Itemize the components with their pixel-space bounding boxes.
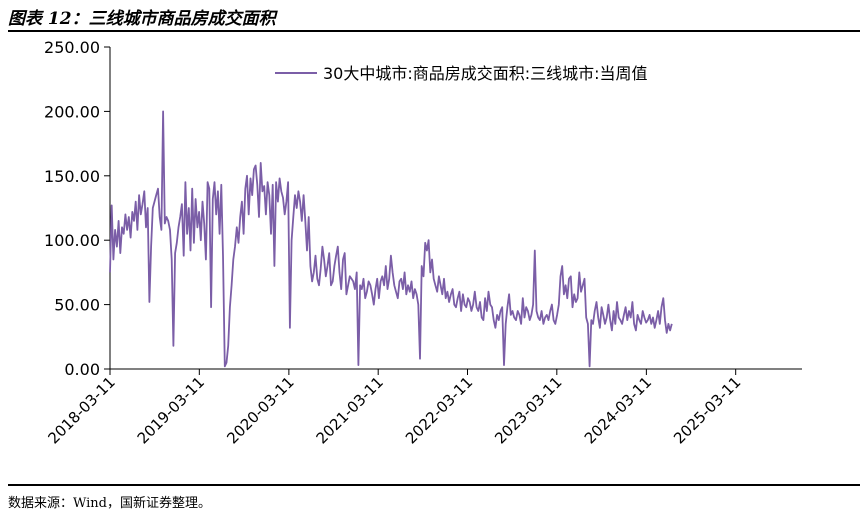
- x-tick-label: 2019-03-11: [134, 373, 208, 447]
- bottom-rule: [8, 484, 860, 486]
- y-tick-label: 0.00: [64, 360, 100, 379]
- x-tick-label: 2020-03-11: [223, 373, 297, 447]
- legend: 30大中城市:商品房成交面积:三线城市:当周值: [275, 64, 648, 83]
- x-axis: 2018-03-11 2019-03-11 2020-03-11 2021-03-11…: [44, 368, 802, 447]
- series-layer: [109, 110, 673, 368]
- series-line-0: [109, 110, 673, 368]
- x-tick-label: 2022-03-11: [402, 373, 476, 447]
- x-tick-label: 2018-03-11: [44, 373, 118, 447]
- y-axis: 0.00 50.00 100.00 150.00 200.00 250.00: [44, 38, 111, 379]
- source-note: 数据来源：Wind，国新证券整理。: [8, 496, 211, 511]
- y-tick-label: 200.00: [44, 102, 100, 121]
- top-rule: [8, 30, 860, 32]
- y-tick-label: 100.00: [44, 231, 100, 250]
- y-tick-label: 250.00: [44, 38, 100, 57]
- x-tick-label: 2021-03-11: [313, 373, 387, 447]
- x-tick-label: 2023-03-11: [491, 373, 565, 447]
- y-tick-label: 150.00: [44, 167, 100, 186]
- figure-title: 图表 12：三线城市商品房成交面积: [8, 9, 276, 29]
- x-tick-label: 2025-03-11: [670, 373, 744, 447]
- x-tick-label: 2024-03-11: [581, 373, 655, 447]
- legend-label: 30大中城市:商品房成交面积:三线城市:当周值: [323, 64, 648, 83]
- y-tick-label: 50.00: [54, 296, 100, 315]
- line-chart: 0.00 50.00 100.00 150.00 200.00 250.00 2018-0…: [44, 38, 802, 447]
